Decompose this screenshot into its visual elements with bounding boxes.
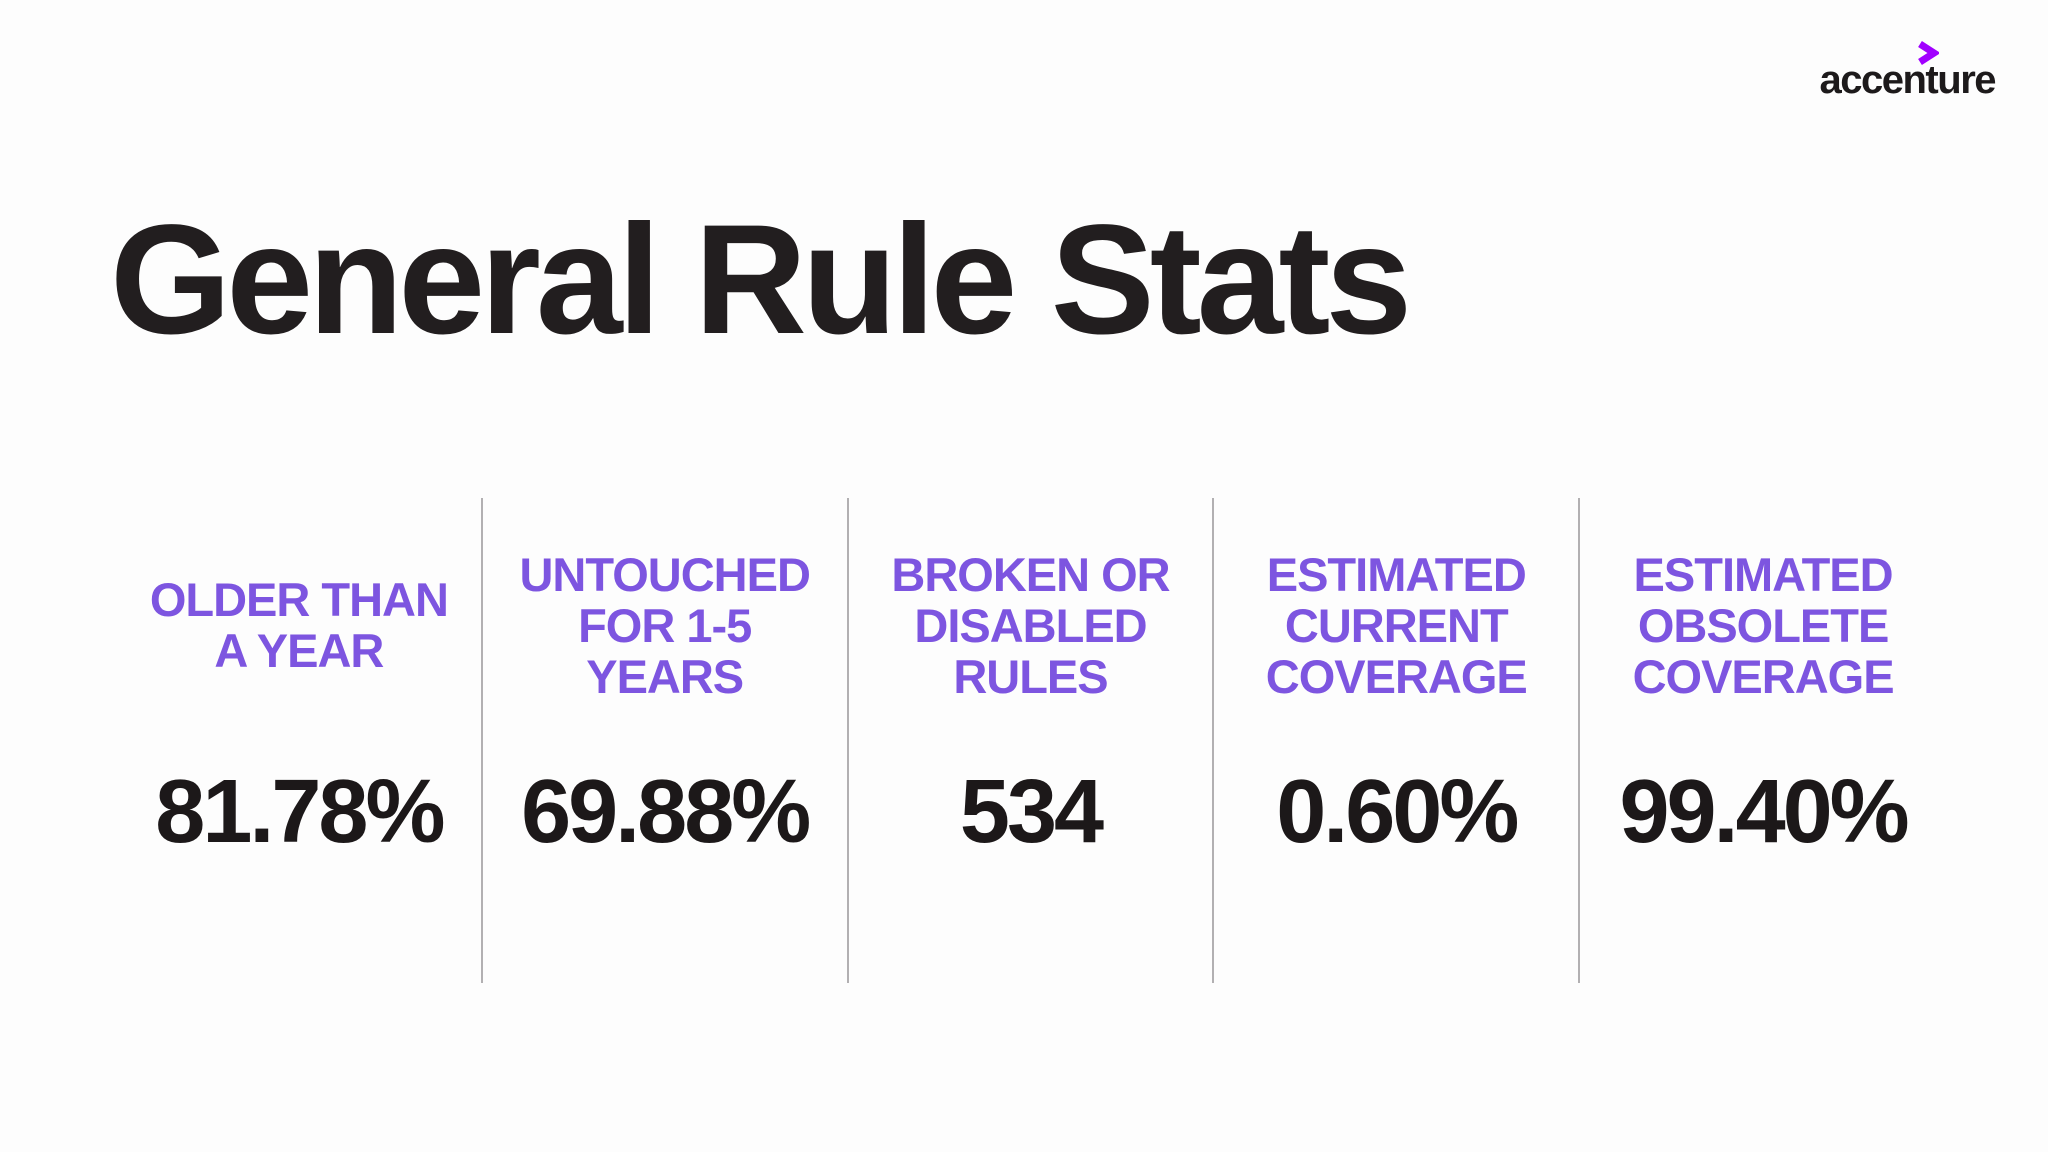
stat-label: UNTOUCHED FOR 1-5 YEARS — [519, 547, 810, 703]
stat-label: ESTIMATED OBSOLETE COVERAGE — [1632, 547, 1895, 703]
stat-card-older-than-a-year: OLDER THAN A YEAR 81.78% — [117, 498, 483, 983]
stat-value: 534 — [959, 762, 1104, 862]
page-title: General Rule Stats — [110, 193, 1412, 367]
stat-value: 99.40% — [1619, 762, 1909, 862]
accenture-greater-than-icon — [1917, 41, 1941, 65]
stat-card-broken-or-disabled-rules: BROKEN OR DISABLED RULES 534 — [849, 498, 1215, 983]
stat-label: ESTIMATED CURRENT COVERAGE — [1265, 547, 1528, 703]
stat-value: 69.88% — [521, 762, 811, 862]
stat-value: 81.78% — [155, 762, 445, 862]
stat-card-untouched-1-5-years: UNTOUCHED FOR 1-5 YEARS 69.88% — [483, 498, 849, 983]
stats-grid: OLDER THAN A YEAR 81.78% UNTOUCHED FOR 1… — [117, 498, 1946, 983]
stat-card-estimated-obsolete-coverage: ESTIMATED OBSOLETE COVERAGE 99.40% — [1580, 498, 1946, 983]
accenture-wordmark: accenture — [1819, 58, 1997, 102]
stat-label: BROKEN OR DISABLED RULES — [891, 547, 1170, 703]
accenture-logo: accenture — [1819, 41, 1997, 106]
stat-value: 0.60% — [1276, 762, 1519, 862]
stat-card-estimated-current-coverage: ESTIMATED CURRENT COVERAGE 0.60% — [1214, 498, 1581, 983]
stat-label: OLDER THAN A YEAR — [149, 573, 449, 677]
